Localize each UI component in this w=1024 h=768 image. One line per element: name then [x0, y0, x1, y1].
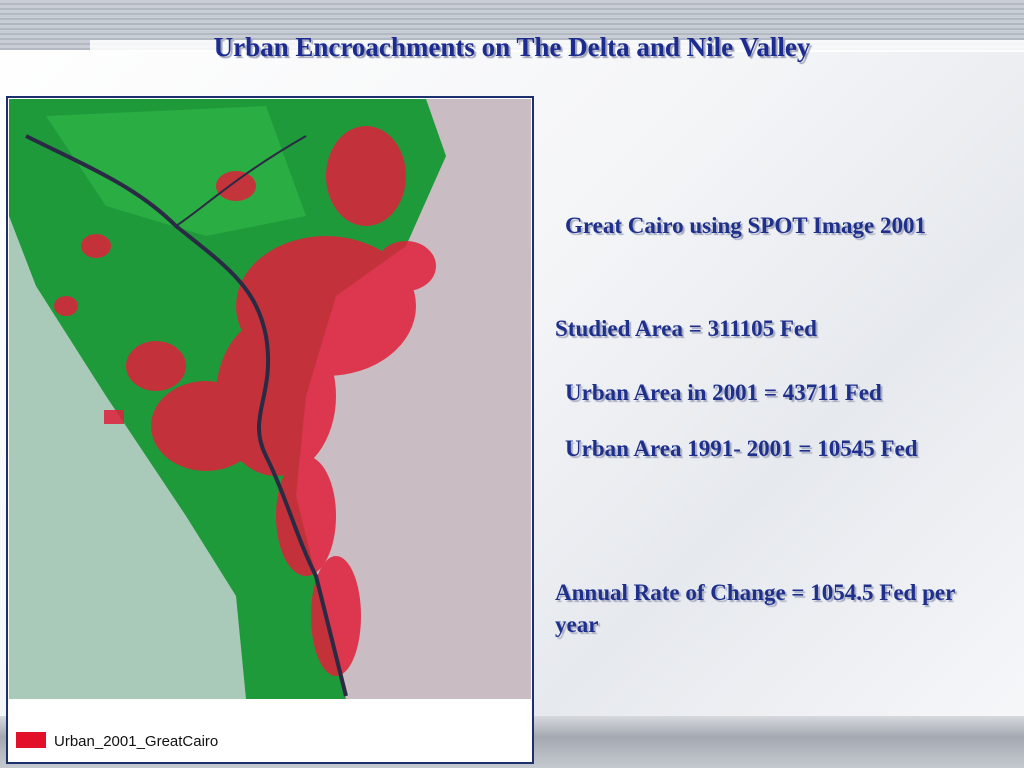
river: [25, 134, 348, 697]
legend-label: Urban_2001_GreatCairo: [54, 733, 218, 750]
urban-areas: [54, 126, 436, 676]
urban-area-2001: Urban Area in 2001 = 43711 Fed: [565, 380, 882, 405]
slide-title: Urban Encroachments on The Delta and Nil…: [213, 32, 811, 62]
satellite-map: Urban_2001_GreatCairo: [6, 96, 534, 764]
urban-area-change: Urban Area 1991- 2001 = 10545 Fed: [565, 436, 918, 461]
vegetation-light: [46, 106, 306, 236]
annual-rate: Annual Rate of Change = 1054.5 Fed per y…: [555, 580, 955, 637]
legend-swatch: [16, 732, 46, 748]
map-caption: Great Cairo using SPOT Image 2001: [565, 213, 926, 238]
top-band-highlight: [90, 40, 1024, 52]
studied-area: Studied Area = 311105 Fed: [555, 316, 817, 341]
river-branch: [175, 135, 307, 227]
